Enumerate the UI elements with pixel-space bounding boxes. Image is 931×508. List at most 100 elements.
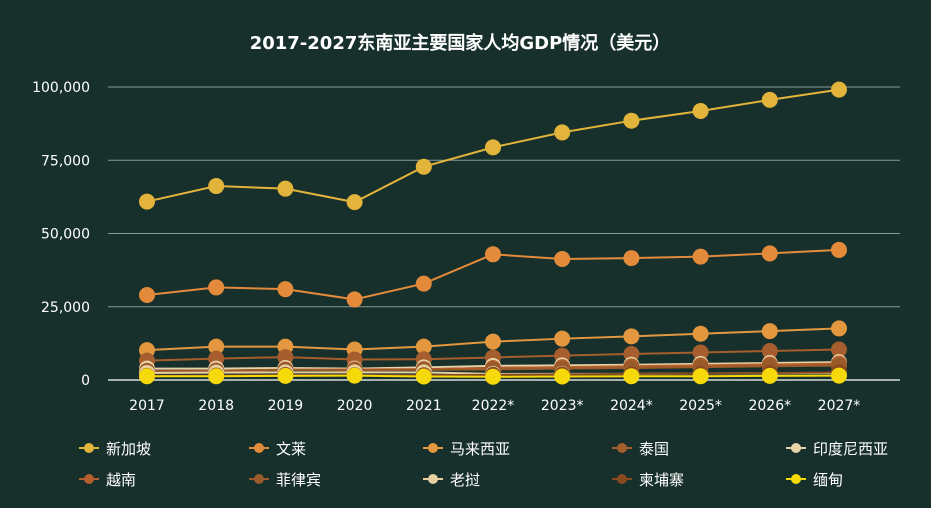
y-axis: 0 25,000 50,000 75,000 100,000 xyxy=(32,80,90,389)
y-tick-label: 25,000 xyxy=(41,300,90,316)
legend-label: 柬埔寨 xyxy=(639,471,684,489)
data-point[interactable] xyxy=(277,281,294,298)
data-point[interactable] xyxy=(554,330,571,347)
x-tick-label: 2027* xyxy=(818,398,861,414)
legend-label: 老挝 xyxy=(450,471,480,489)
legend-marker xyxy=(791,443,801,453)
data-point[interactable] xyxy=(485,246,501,263)
data-point[interactable] xyxy=(831,320,847,337)
legend-item[interactable]: 缅甸 xyxy=(786,471,843,489)
y-tick-label: 100,000 xyxy=(32,80,90,96)
series-markers-缅甸 xyxy=(139,367,847,385)
data-point[interactable] xyxy=(346,367,363,384)
data-point[interactable] xyxy=(554,250,571,267)
data-point[interactable] xyxy=(415,338,432,355)
series-markers-新加坡 xyxy=(139,81,847,211)
legend-label: 新加坡 xyxy=(106,440,151,458)
legend-item[interactable]: 马来西亚 xyxy=(423,440,510,458)
data-point[interactable] xyxy=(485,333,501,350)
data-point[interactable] xyxy=(208,178,225,195)
legend-label: 文莱 xyxy=(276,440,306,458)
y-tick-label: 50,000 xyxy=(41,227,90,243)
legend-item[interactable]: 文莱 xyxy=(249,440,306,458)
legend-item[interactable]: 印度尼西亚 xyxy=(786,440,888,458)
legend-item[interactable]: 老挝 xyxy=(423,471,480,489)
grid-layer xyxy=(108,86,900,381)
legend-item[interactable]: 菲律宾 xyxy=(249,471,321,489)
legend-marker xyxy=(617,474,627,484)
legend-label: 菲律宾 xyxy=(276,471,321,489)
data-point[interactable] xyxy=(692,325,709,342)
legend-marker xyxy=(84,474,94,484)
data-point[interactable] xyxy=(831,341,847,358)
data-point[interactable] xyxy=(277,367,294,384)
chart-title: 2017-2027东南亚主要国家人均GDP情况（美元） xyxy=(250,32,671,54)
legend-marker xyxy=(254,474,264,484)
data-point[interactable] xyxy=(415,275,432,292)
data-point[interactable] xyxy=(692,248,709,265)
data-point[interactable] xyxy=(761,342,778,359)
data-point[interactable] xyxy=(485,368,501,385)
data-point[interactable] xyxy=(623,250,640,267)
data-point[interactable] xyxy=(761,91,778,108)
legend-item[interactable]: 柬埔寨 xyxy=(612,471,684,489)
legend-label: 越南 xyxy=(106,471,136,489)
data-point[interactable] xyxy=(761,323,778,340)
series-layer xyxy=(139,81,847,385)
data-point[interactable] xyxy=(208,368,225,385)
data-point[interactable] xyxy=(554,368,571,385)
x-tick-label: 2024* xyxy=(610,398,653,414)
data-point[interactable] xyxy=(831,367,847,384)
data-point[interactable] xyxy=(623,368,640,385)
data-point[interactable] xyxy=(761,367,778,384)
data-point[interactable] xyxy=(346,194,363,211)
legend-marker xyxy=(428,474,438,484)
data-point[interactable] xyxy=(415,158,432,175)
data-point[interactable] xyxy=(692,344,709,361)
legend-label: 缅甸 xyxy=(813,471,843,489)
x-tick-label: 2020 xyxy=(337,398,373,414)
legend-marker xyxy=(617,443,627,453)
x-tick-label: 2017 xyxy=(129,398,165,414)
y-tick-label: 75,000 xyxy=(41,153,90,169)
data-point[interactable] xyxy=(692,368,709,385)
data-point[interactable] xyxy=(623,328,640,345)
x-tick-label: 2018 xyxy=(198,398,234,414)
x-tick-label: 2019 xyxy=(268,398,304,414)
series-markers-文莱 xyxy=(139,241,847,308)
data-point[interactable] xyxy=(139,193,155,210)
data-point[interactable] xyxy=(139,287,155,304)
data-point[interactable] xyxy=(831,81,847,98)
legend-label: 泰国 xyxy=(639,440,669,458)
x-tick-label: 2023* xyxy=(541,398,584,414)
legend-marker xyxy=(428,443,438,453)
x-axis: 2017 2018 2019 2020 2021 2022* 2023* 2024* 2025*… xyxy=(129,398,860,414)
data-point[interactable] xyxy=(208,338,225,355)
x-tick-label: 2025* xyxy=(679,398,722,414)
data-point[interactable] xyxy=(623,112,640,129)
data-point[interactable] xyxy=(692,103,709,120)
data-point[interactable] xyxy=(277,180,294,197)
data-point[interactable] xyxy=(139,368,155,385)
legend-item[interactable]: 新加坡 xyxy=(79,440,151,458)
data-point[interactable] xyxy=(346,291,363,308)
legend-marker xyxy=(84,443,94,453)
x-tick-label: 2026* xyxy=(748,398,791,414)
data-point[interactable] xyxy=(554,124,571,141)
legend-marker xyxy=(254,443,264,453)
y-tick-label: 0 xyxy=(81,373,90,389)
data-point[interactable] xyxy=(415,368,432,385)
legend-label: 印度尼西亚 xyxy=(813,440,888,458)
legend-label: 马来西亚 xyxy=(450,440,510,458)
data-point[interactable] xyxy=(831,241,847,258)
data-point[interactable] xyxy=(208,279,225,296)
data-point[interactable] xyxy=(485,139,501,156)
x-tick-label: 2021 xyxy=(406,398,442,414)
legend-item[interactable]: 越南 xyxy=(79,471,136,489)
x-tick-label: 2022* xyxy=(472,398,515,414)
legend-marker xyxy=(791,474,801,484)
legend-item[interactable]: 泰国 xyxy=(612,440,669,458)
data-point[interactable] xyxy=(761,245,778,262)
